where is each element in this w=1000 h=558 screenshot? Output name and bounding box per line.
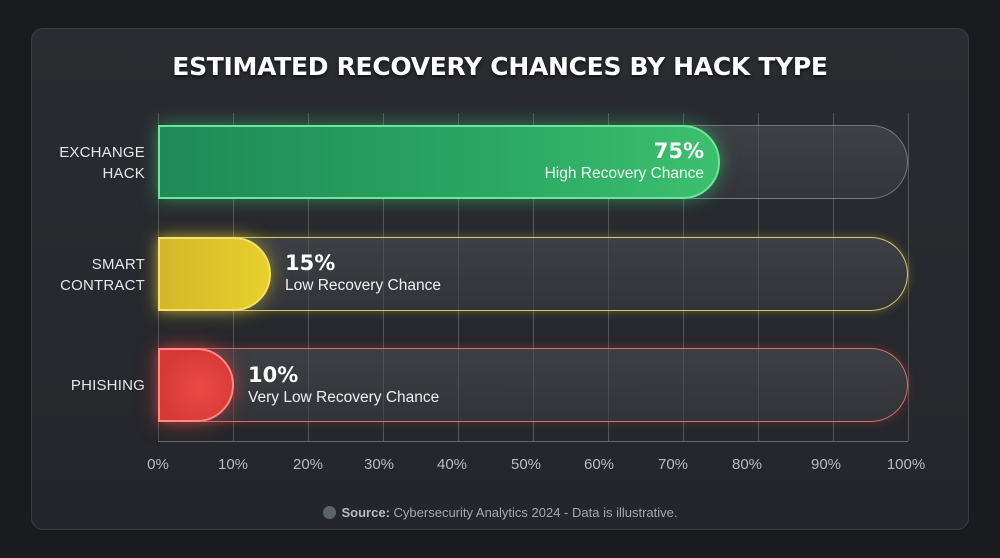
tick-label: 10% [217, 456, 249, 473]
tick-label: 30% [363, 456, 395, 473]
tick-label: 70% [657, 456, 689, 473]
bar-value: 15% [285, 251, 336, 275]
bar-track [158, 348, 908, 422]
bar-track [158, 237, 908, 311]
bar-value: 10% [248, 363, 299, 387]
tick-label: 60% [583, 456, 615, 473]
row-label: SMART CONTRACT [40, 254, 145, 296]
tick-label: 100% [886, 456, 926, 473]
tick-label: 20% [292, 456, 324, 473]
row-label-line2: CONTRACT [60, 277, 145, 294]
tick-label: 50% [510, 456, 542, 473]
grid-line-100 [908, 113, 909, 441]
bar-description: High Recovery Chance [544, 165, 704, 182]
bar-description: Low Recovery Chance [285, 277, 441, 294]
tick-label: 0% [147, 456, 169, 473]
source-dot-icon [322, 506, 336, 519]
row-label-line1: SMART [91, 256, 145, 273]
bar-value-group: 15% Low Recovery Chance [285, 251, 441, 295]
bar-fill[interactable] [158, 348, 234, 422]
source-label: Source: [341, 505, 390, 520]
bar-value-group: 10% Very Low Recovery Chance [248, 363, 439, 407]
row-label-line1: PHISHING [70, 377, 145, 394]
source-footnote: Source: Cybersecurity Analytics 2024 - D… [0, 505, 1000, 520]
x-axis-line [158, 441, 908, 442]
bar-description: Very Low Recovery Chance [248, 389, 440, 406]
row-label-line1: EXCHANGE [59, 144, 145, 161]
source-text: Cybersecurity Analytics 2024 - Data is i… [393, 505, 678, 520]
tick-label: 40% [436, 456, 468, 473]
bar-fill[interactable]: 75% High Recovery Chance [158, 125, 720, 199]
bar-value: 75% [653, 139, 704, 163]
bar-value-group: 75% High Recovery Chance [454, 139, 704, 183]
row-label-line2: HACK [102, 165, 145, 182]
row-label: EXCHANGE HACK [40, 142, 145, 184]
row-label: PHISHING [40, 375, 145, 396]
bar-fill[interactable] [158, 237, 271, 311]
tick-label: 80% [731, 456, 763, 473]
chart-title: ESTIMATED RECOVERY CHANCES BY HACK TYPE [172, 52, 828, 81]
tick-label: 90% [810, 456, 842, 473]
